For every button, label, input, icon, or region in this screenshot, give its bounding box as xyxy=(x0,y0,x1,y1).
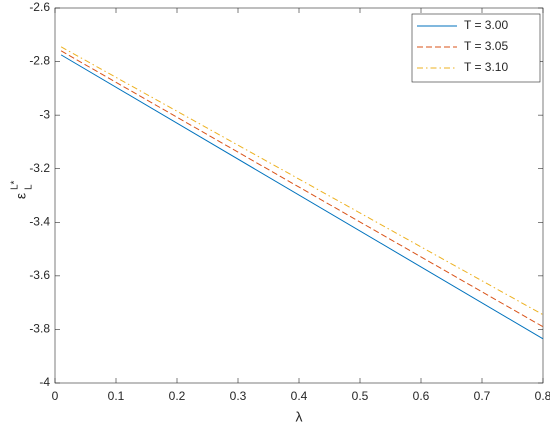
x-tick-label: 0.1 xyxy=(108,389,125,403)
x-tick-label: 0.3 xyxy=(230,389,247,403)
y-tick-label: -3 xyxy=(39,107,50,121)
y-label-sup: L* xyxy=(10,180,21,190)
x-tick-label: 0.8 xyxy=(535,389,550,403)
y-tick-label: -3.2 xyxy=(29,161,50,175)
y-label-sub: L xyxy=(24,184,35,190)
x-tick-label: 0.2 xyxy=(169,389,186,403)
series-line xyxy=(60,54,544,340)
y-axis-label: ε L* L xyxy=(10,180,35,199)
legend-label: T = 3.05 xyxy=(464,39,508,53)
legend-label: T = 3.10 xyxy=(464,60,508,74)
x-tick-label: 0.5 xyxy=(352,389,369,403)
x-tick-label: 0 xyxy=(52,389,59,403)
x-tick-label: 0.6 xyxy=(413,389,430,403)
series-line xyxy=(60,50,544,328)
y-label-base: ε xyxy=(13,193,29,199)
y-tick-label: -3.4 xyxy=(29,214,50,228)
y-tick-label: -3.8 xyxy=(29,322,50,336)
x-axis-label: λ xyxy=(296,409,303,425)
y-tick-label: -2.6 xyxy=(29,0,50,14)
series-line xyxy=(60,46,544,316)
y-tick-label: -3.6 xyxy=(29,268,50,282)
legend-box xyxy=(411,13,541,83)
y-tick-label: -4 xyxy=(39,375,50,389)
x-tick-label: 0.7 xyxy=(474,389,491,403)
y-tick-label: -2.8 xyxy=(29,54,50,68)
x-tick-label: 0.4 xyxy=(291,389,308,403)
legend-label: T = 3.00 xyxy=(464,18,508,32)
